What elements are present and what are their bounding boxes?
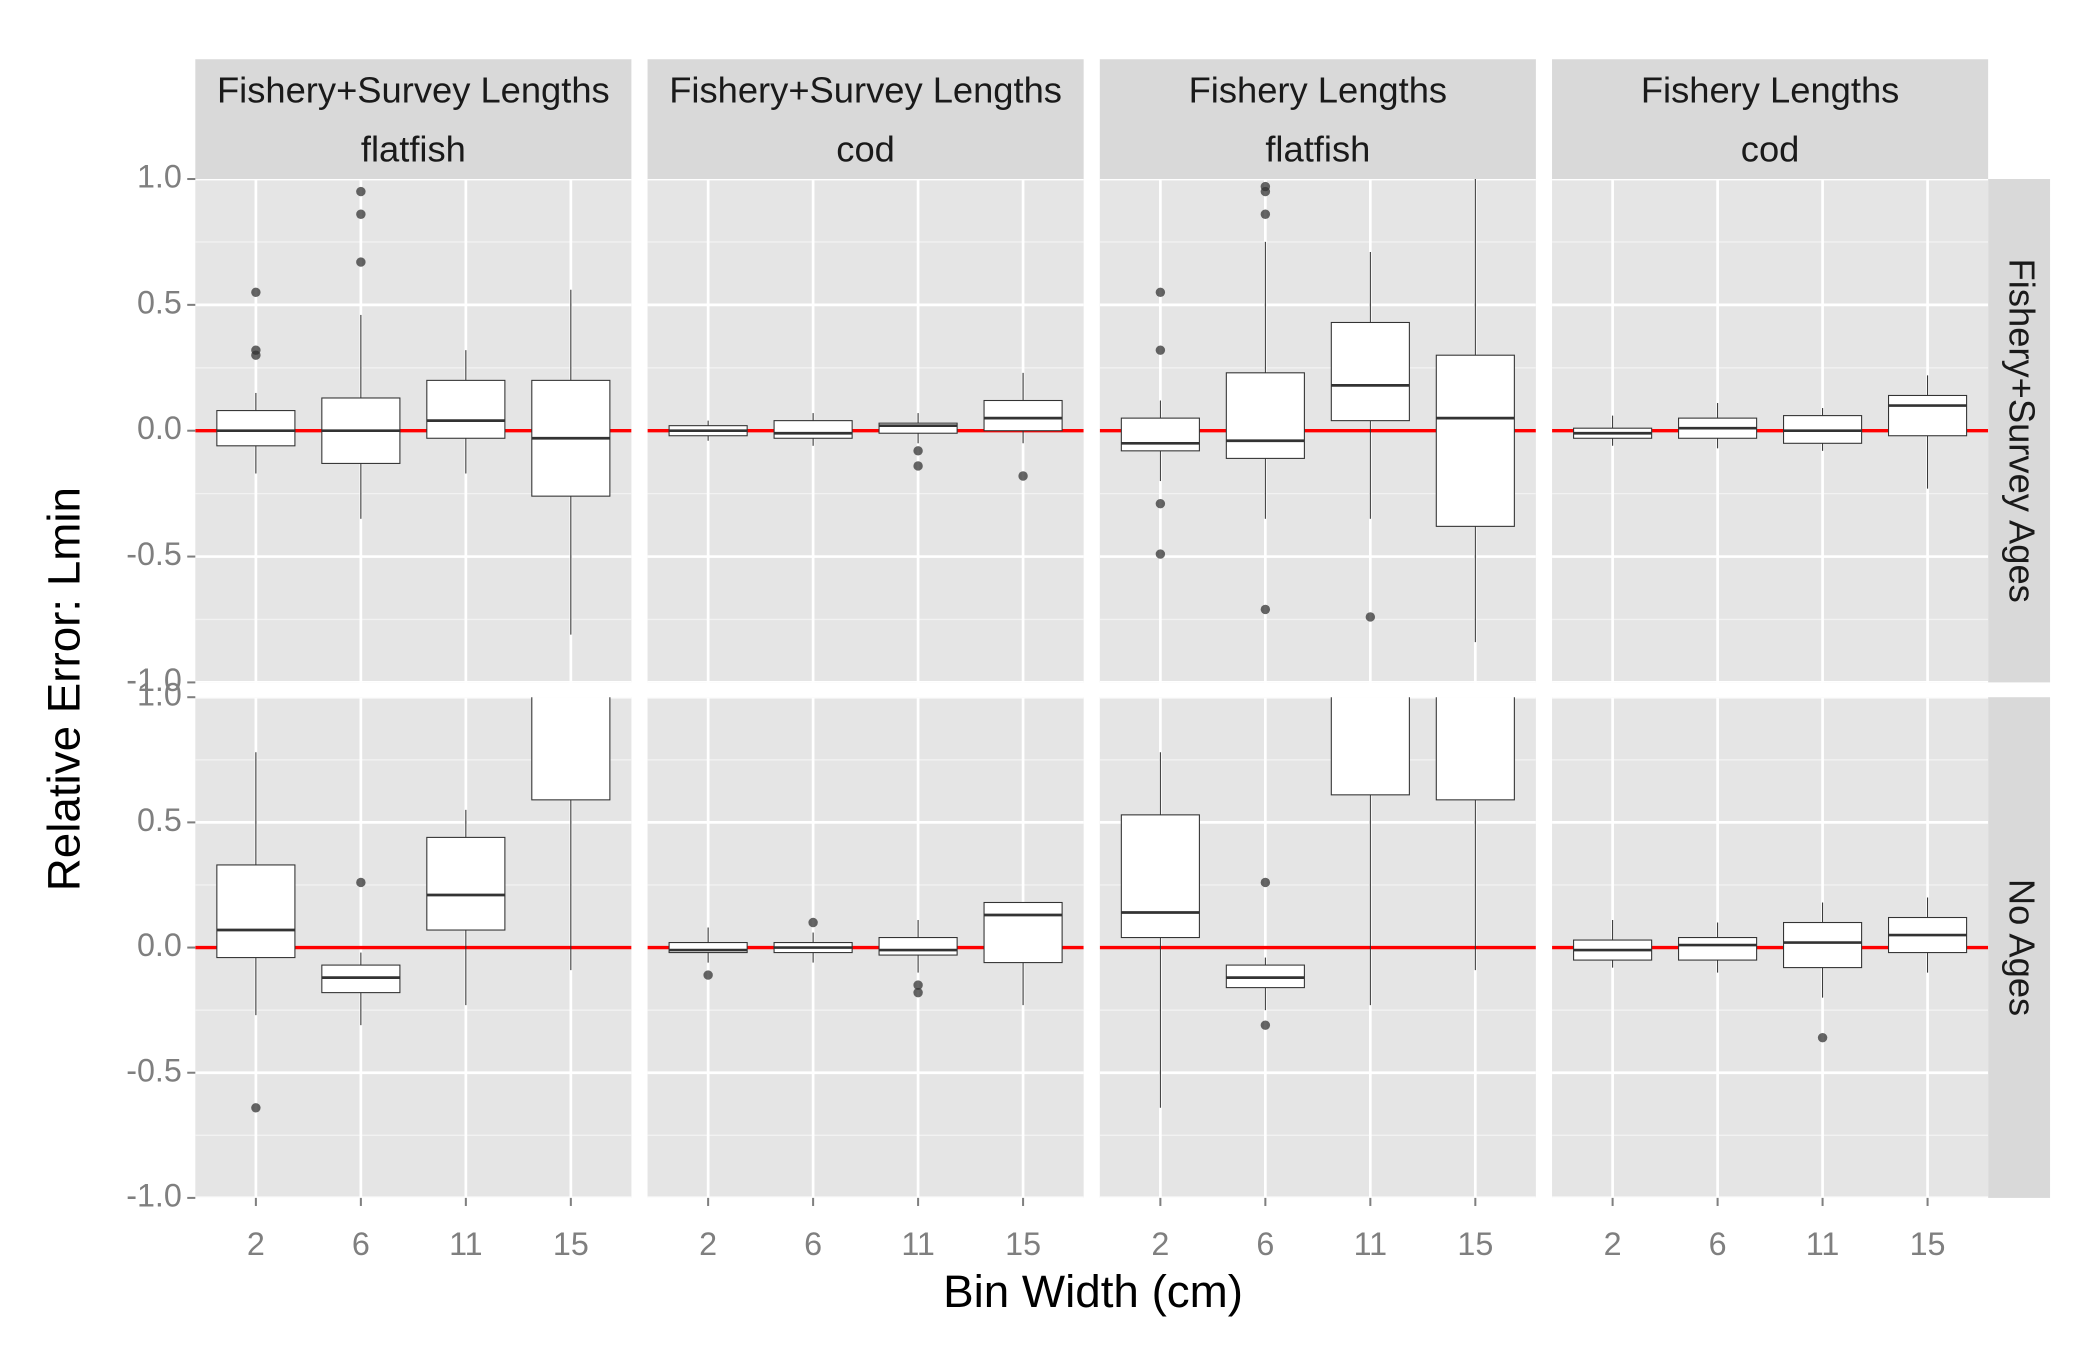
strip-bg [1552,59,1989,180]
outlier [1260,604,1271,615]
box [983,399,1063,432]
box [426,379,506,439]
box [878,937,958,956]
outlier [1260,209,1271,219]
box [1330,321,1410,422]
y-tick-label: 0.0 [137,410,182,446]
y-tick-label: 0.5 [137,802,182,838]
outlier [1155,345,1166,355]
x-tick-label: 6 [1709,1226,1727,1262]
box [426,836,506,931]
panel [195,179,632,683]
outlier [356,877,366,888]
x-tick-label: 11 [449,1226,483,1262]
x-tick-label: 11 [1806,1226,1840,1262]
x-tick-label: 6 [1256,1226,1274,1262]
panel [647,697,1084,1198]
y-tick-label: -0.5 [126,1052,182,1088]
outlier [251,1103,261,1113]
x-tick-label: 2 [699,1226,717,1262]
box [531,697,611,801]
outlier [356,209,366,219]
outlier [1260,877,1271,888]
x-axis-title: Bin Width (cm) [943,1266,1243,1317]
box [773,420,853,439]
x-tick-label: 2 [247,1226,265,1262]
x-tick-label: 11 [901,1226,935,1262]
x-tick-label: 2 [1604,1226,1622,1262]
outlier [913,446,923,456]
strip-bg [647,59,1084,180]
panel [195,697,632,1198]
x-tick-label: 15 [1457,1226,1493,1262]
box [216,864,296,959]
x-tick-label: 15 [1910,1226,1946,1262]
box [1435,354,1515,527]
box [1435,697,1515,801]
column-strip-label: Fishery+Survey Lengths [669,69,1062,110]
y-tick-label: -1.0 [126,662,182,698]
box [668,942,748,954]
box [1225,372,1305,459]
box [1783,921,1863,969]
box [983,901,1063,964]
outlier [1155,287,1166,297]
column-strip-label: Fishery Lengths [1189,69,1447,110]
panel [1099,697,1536,1198]
x-tick-label: 11 [1354,1226,1388,1262]
box [1330,697,1410,796]
strip-bg [1988,179,2051,683]
panel [1552,697,1989,1198]
x-tick-label: 6 [804,1226,822,1262]
outlier [913,980,923,990]
row-strip-label: No Ages [2001,879,2042,1016]
box [1120,417,1200,452]
strip-bg [195,59,632,180]
outlier [251,287,261,297]
box [1887,394,1968,437]
box [1678,937,1758,961]
outlier [356,186,366,197]
y-tick-label: -1.0 [126,1177,182,1213]
outlier [703,970,713,980]
panel [1099,179,1536,683]
outlier [1817,1032,1828,1043]
y-tick-label: -0.5 [126,536,182,572]
outlier [1155,549,1166,559]
x-tick-label: 15 [553,1226,589,1262]
y-tick-label: 1.0 [137,159,182,195]
outlier [1260,186,1271,197]
box [216,410,296,447]
y-axis-title: Relative Error: Lmin [39,487,90,891]
outlier [251,350,261,360]
strip-bg [1988,697,2051,1198]
x-tick-label: 15 [1005,1226,1041,1262]
outlier [1260,1020,1271,1030]
column-strip-label: flatfish [361,129,466,170]
outlier [913,461,923,471]
outlier [1018,471,1028,481]
y-tick-label: 0.5 [137,284,182,320]
outlier [808,917,818,928]
column-strip-label: flatfish [1265,129,1370,170]
row-strip-label: Fishery+Survey Ages [2001,259,2042,603]
outlier [356,257,366,267]
outlier [1365,612,1376,622]
column-strip-label: Fishery Lengths [1641,69,1899,110]
panel [647,179,1084,683]
outlier [913,987,923,998]
box [878,422,958,434]
column-strip-label: cod [836,129,895,170]
box [1120,814,1200,939]
x-tick-label: 2 [1151,1226,1169,1262]
column-strip-label: Fishery+Survey Lengths [217,69,610,110]
outlier [1155,498,1166,509]
panel [1552,179,1989,683]
column-strip-label: cod [1741,129,1800,170]
y-tick-label: 0.0 [137,927,182,963]
strip-bg [1099,59,1536,180]
y-tick-label: 1.0 [137,677,182,713]
x-tick-label: 6 [352,1226,370,1262]
